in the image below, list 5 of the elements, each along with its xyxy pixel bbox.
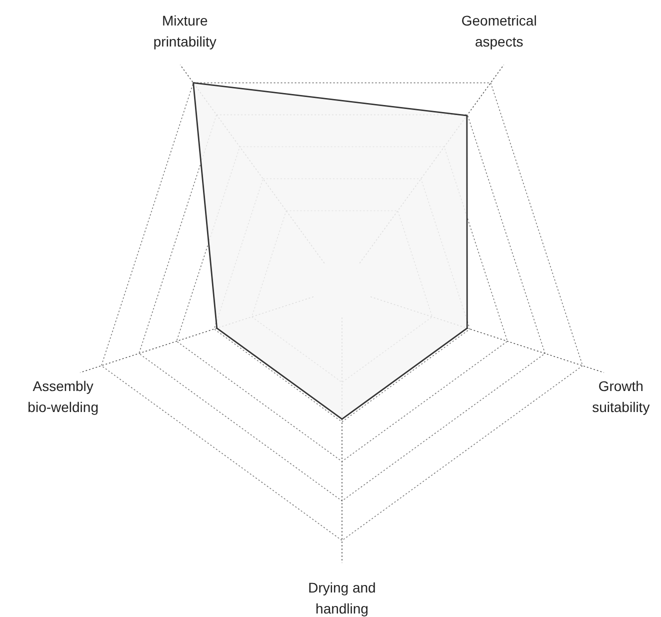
spoke-label: Mixture printability bbox=[153, 12, 216, 50]
spoke-label: Geometrical aspects bbox=[461, 12, 537, 50]
spoke-label: Growth suitability bbox=[592, 378, 650, 416]
spoke-label: Drying and handling bbox=[308, 579, 376, 616]
spoke-label: Assembly bio-welding bbox=[28, 378, 99, 416]
